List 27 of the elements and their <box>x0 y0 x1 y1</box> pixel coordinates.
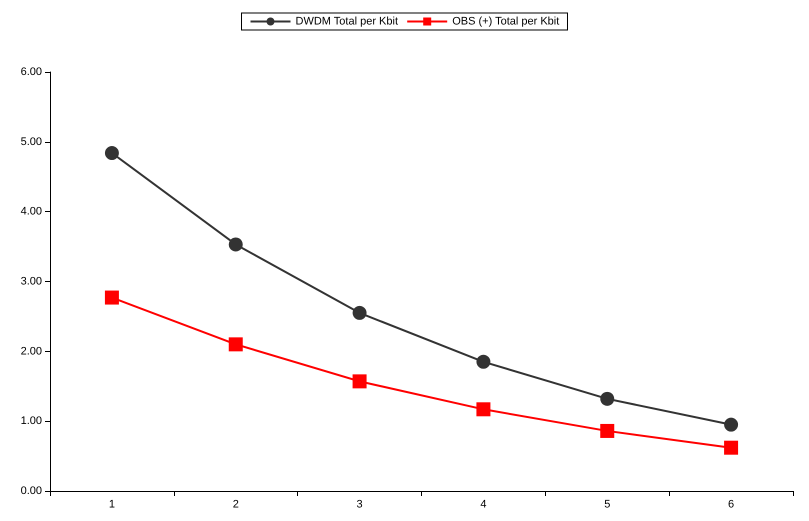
y-tick-label: 5.00 <box>20 136 42 148</box>
legend-label: OBS (+) Total per Kbit <box>452 16 560 28</box>
y-tick-label: 2.00 <box>20 345 42 358</box>
point <box>104 290 119 305</box>
point <box>600 424 614 438</box>
point <box>228 337 243 352</box>
y-tick-label: 6.00 <box>20 66 42 78</box>
point <box>228 237 243 252</box>
x-tick-label: 3 <box>356 498 363 510</box>
y-tick-label: 0.00 <box>20 485 42 497</box>
x-tick-label: 1 <box>108 498 115 510</box>
y-tick-label: 3.00 <box>20 276 42 288</box>
x-tick-label: 4 <box>480 498 486 510</box>
point <box>724 440 738 455</box>
x-tick-label: 6 <box>728 498 734 510</box>
point <box>600 392 614 406</box>
y-tick-label: 1.00 <box>20 415 42 428</box>
x-tick-label: 5 <box>604 498 610 510</box>
point <box>476 402 490 416</box>
point <box>352 374 367 388</box>
point <box>724 418 738 432</box>
legend-label: DWDM Total per Kbit <box>296 16 398 28</box>
y-tick-label: 4.00 <box>20 206 42 218</box>
point <box>104 146 119 160</box>
point <box>352 306 367 320</box>
point <box>476 354 490 369</box>
x-tick-label: 2 <box>232 498 239 510</box>
